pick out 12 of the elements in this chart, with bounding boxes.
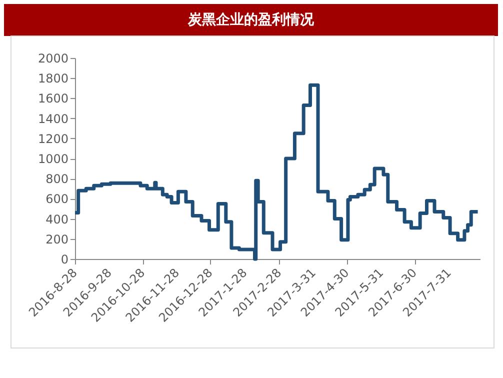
y-tick-label: 800 bbox=[46, 172, 68, 186]
y-tick-label: 1800 bbox=[38, 72, 68, 86]
y-tick-label: 600 bbox=[46, 192, 68, 206]
y-tick-label: 400 bbox=[46, 212, 68, 226]
y-tick-label: 1000 bbox=[38, 152, 68, 166]
y-tick-label: 1400 bbox=[38, 112, 68, 126]
y-tick-label: 200 bbox=[46, 232, 68, 246]
y-tick-label: 2000 bbox=[38, 52, 68, 66]
y-tick-label: 1600 bbox=[38, 92, 68, 106]
y-tick-label: 1200 bbox=[38, 132, 68, 146]
y-tick-label: 0 bbox=[60, 252, 68, 266]
chart-title: 炭黑企业的盈利情况 bbox=[187, 12, 315, 28]
